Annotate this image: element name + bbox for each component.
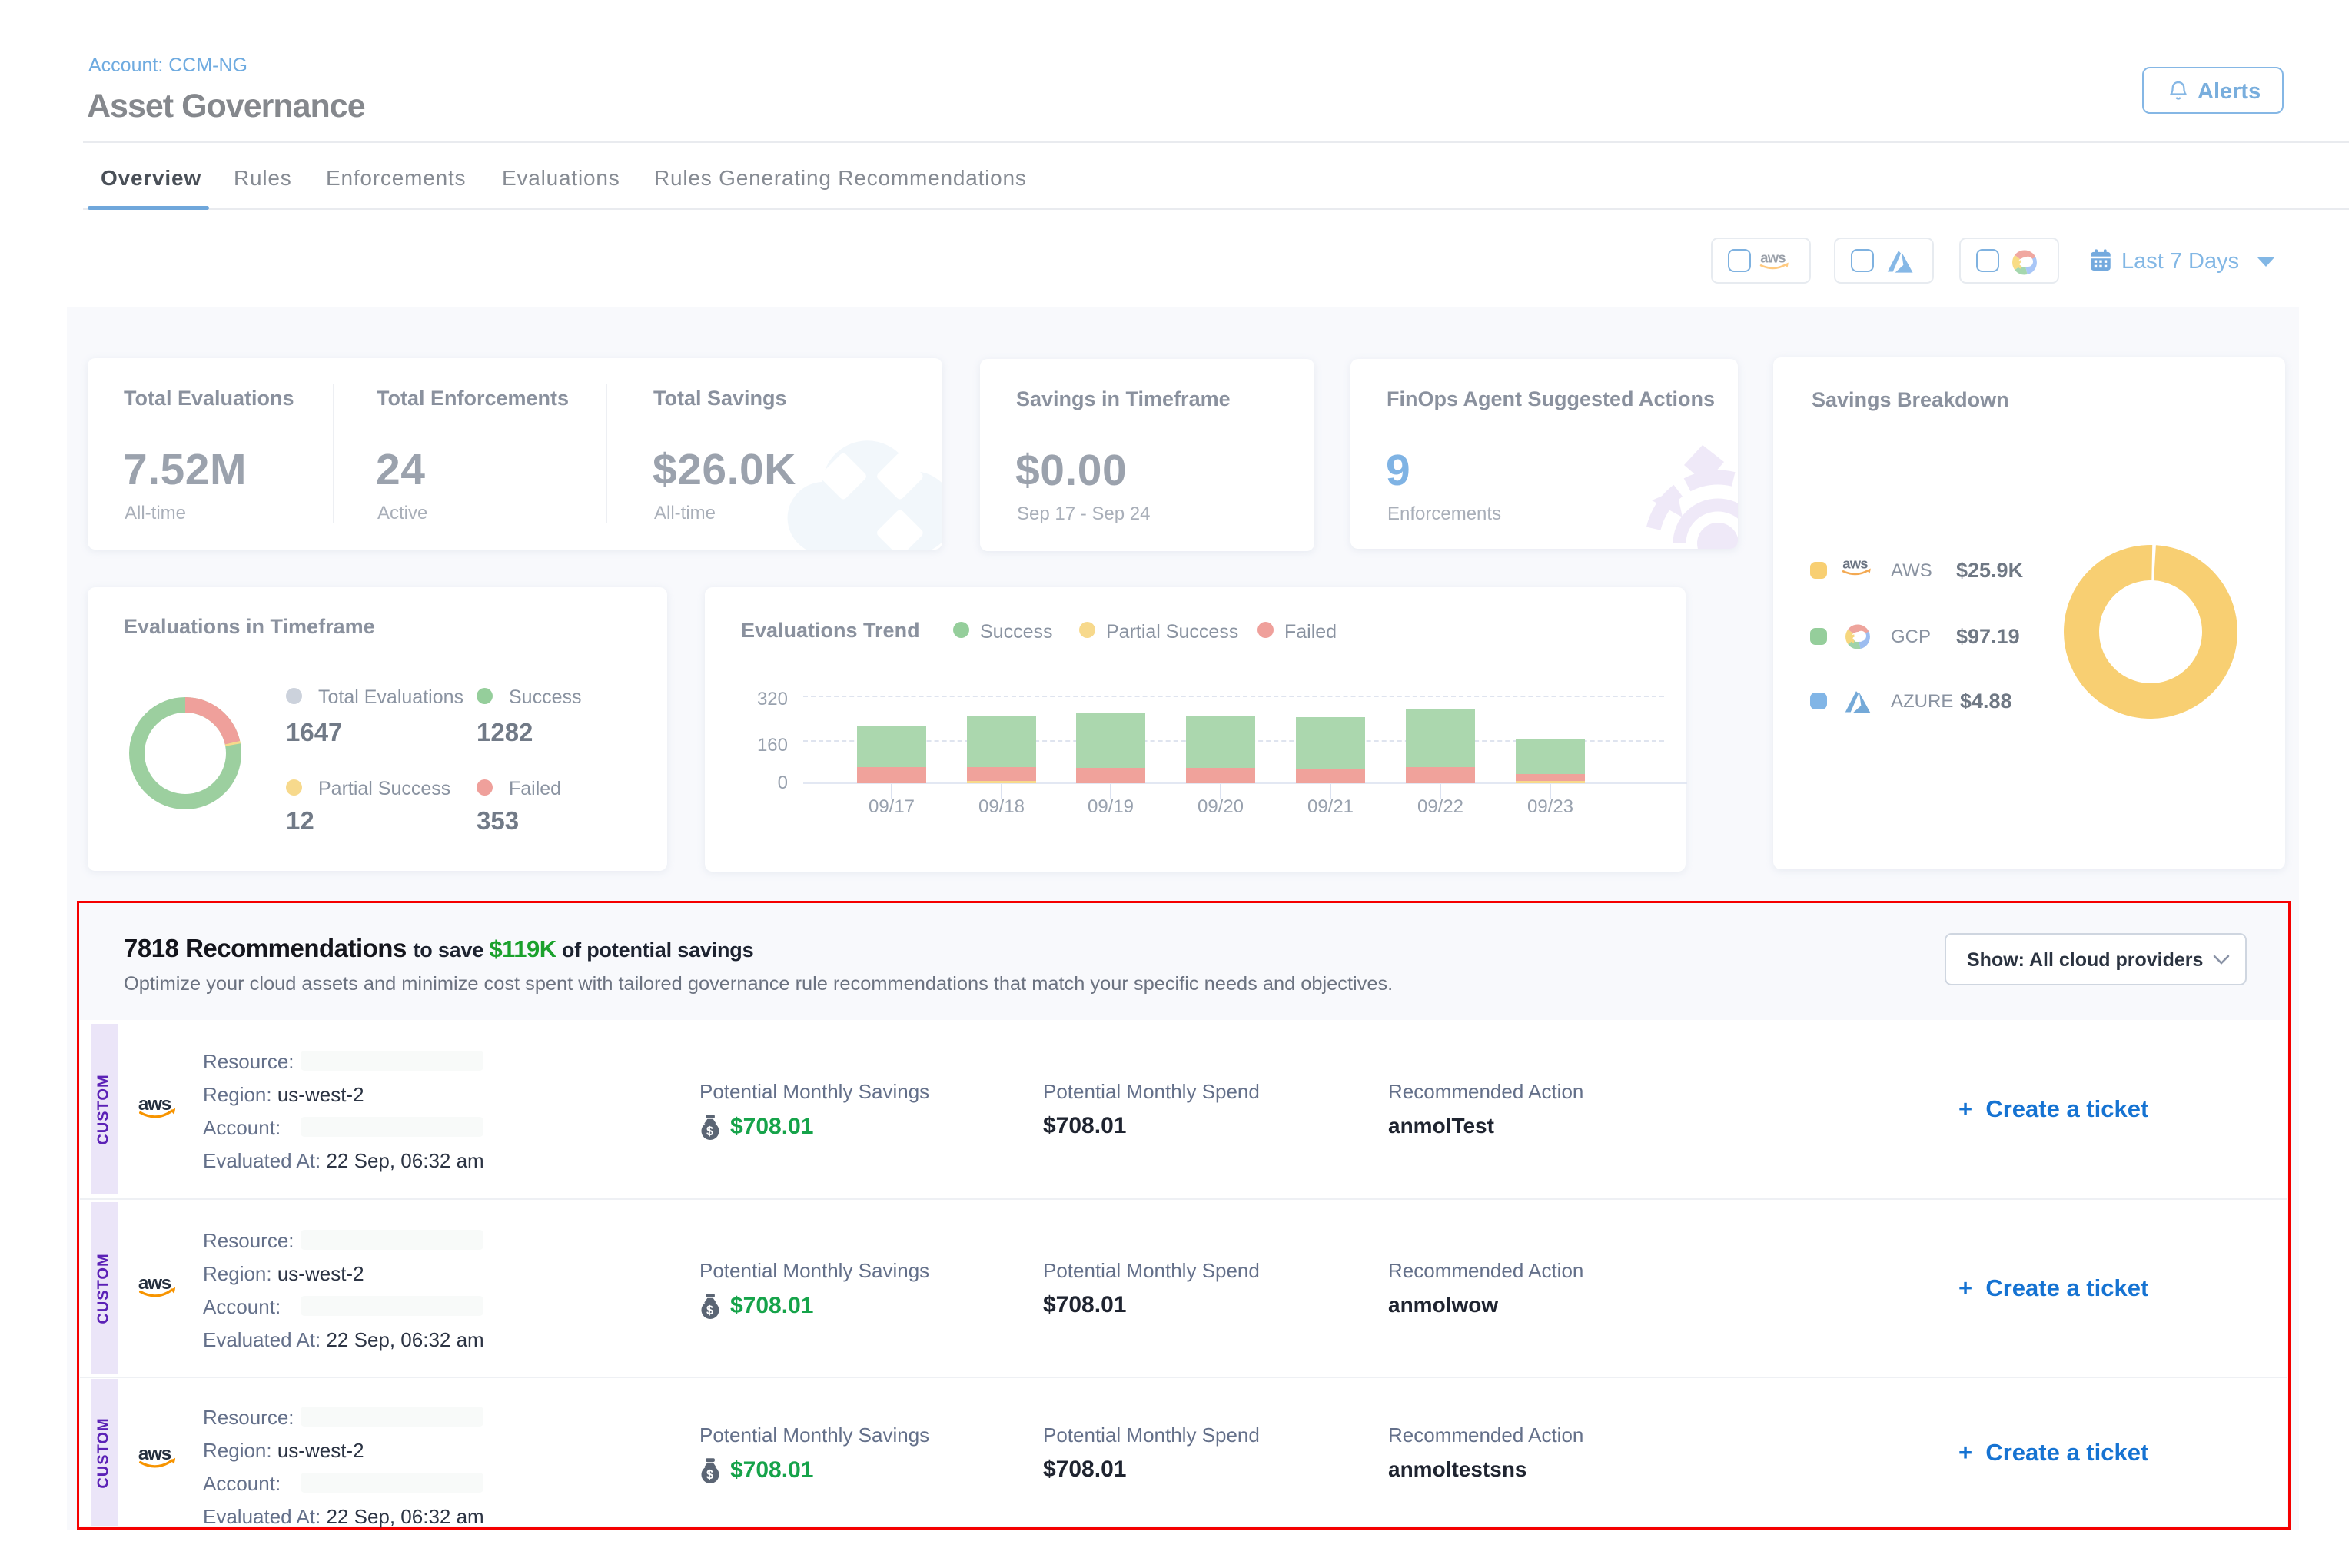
svg-text:aws: aws bbox=[138, 1273, 171, 1294]
svg-text:aws: aws bbox=[138, 1443, 171, 1464]
svg-text:aws: aws bbox=[1760, 251, 1786, 266]
svg-text:$: $ bbox=[706, 1125, 713, 1138]
svg-text:$: $ bbox=[706, 1468, 713, 1482]
svg-text:aws: aws bbox=[138, 1094, 171, 1115]
svg-text:aws: aws bbox=[1842, 556, 1868, 572]
svg-text:$: $ bbox=[706, 1304, 713, 1317]
